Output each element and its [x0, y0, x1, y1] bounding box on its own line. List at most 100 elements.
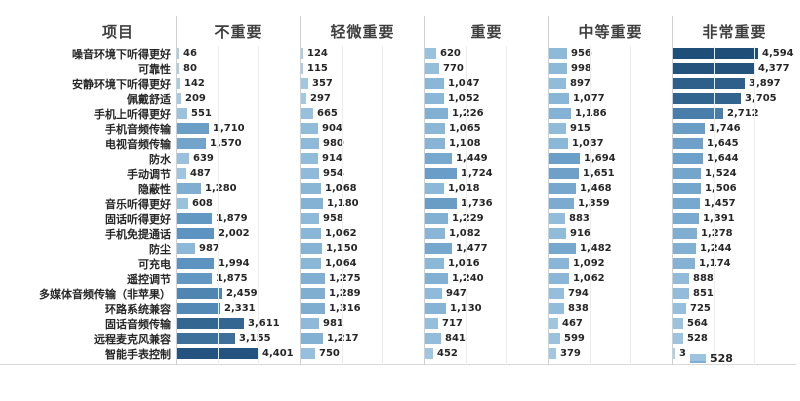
bar-value: 551 — [191, 108, 212, 119]
bar-value: 1,506 — [705, 183, 737, 194]
bar-row: 998 — [549, 61, 672, 76]
bar-value: 528 — [687, 333, 708, 344]
bar-value: 1,077 — [573, 93, 605, 104]
bar-row: 1,244 — [673, 241, 796, 256]
bar-row: 80 — [177, 61, 300, 76]
column-header: 中等重要 — [578, 22, 643, 41]
bar-row: 794 — [549, 286, 672, 301]
bar — [177, 48, 179, 59]
bar-row: 981 — [301, 316, 424, 331]
gridline — [258, 46, 260, 365]
bar — [549, 183, 576, 194]
bar-row: 838 — [549, 301, 672, 316]
bar — [177, 63, 179, 74]
bar-value: 1,226 — [452, 108, 484, 119]
bar — [425, 78, 444, 89]
panel-中等重要: 中等重要 956 998 897 1,077 1,186 915 1,037 1,694 1,65… — [548, 16, 672, 365]
bar-value: 883 — [569, 213, 590, 224]
label-row: 手机上听得更好 — [0, 106, 176, 121]
bar-value: 1,710 — [213, 123, 245, 134]
bar-value: 1,746 — [709, 123, 741, 134]
bar — [425, 228, 445, 239]
gridline — [382, 46, 384, 365]
bar — [425, 93, 444, 104]
row-label: 噪音环境下听得更好 — [72, 47, 171, 61]
bar — [177, 243, 195, 254]
gridline — [465, 46, 467, 365]
bar — [549, 93, 569, 104]
bar — [673, 258, 695, 269]
bar — [177, 108, 187, 119]
bar-value: 1,449 — [456, 153, 488, 164]
bar-value: 639 — [193, 153, 214, 164]
bar — [549, 153, 580, 164]
bar-value: 1,186 — [575, 108, 607, 119]
bar-value: 620 — [440, 48, 461, 59]
bar-value: 1,068 — [325, 183, 357, 194]
row-label: 遥控调节 — [127, 272, 171, 286]
bar-row: 956 — [549, 46, 672, 61]
label-row: 佩戴舒适 — [0, 91, 176, 106]
label-row: 固话音频传输 — [0, 316, 176, 331]
bar-row: 1,240 — [425, 271, 548, 286]
bar — [673, 198, 700, 209]
bar-row: 1,092 — [549, 256, 672, 271]
bar-value: 1,736 — [461, 198, 493, 209]
bar-value: 3,155 — [239, 333, 271, 344]
bar-row: 1,065 — [425, 121, 548, 136]
bar-row: 4,377 — [673, 61, 796, 76]
bar-value: 3,611 — [248, 318, 280, 329]
gridline — [506, 46, 508, 365]
bar-row: 1,710 — [177, 121, 300, 136]
bar-row: 3,611 — [177, 316, 300, 331]
bar — [177, 318, 244, 329]
bar — [177, 303, 220, 314]
bar-row: 1,644 — [673, 151, 796, 166]
bar-value: 794 — [568, 288, 589, 299]
bar-value: 1,240 — [452, 273, 484, 284]
row-label: 防尘 — [149, 242, 171, 256]
bar — [177, 123, 209, 134]
label-row: 固话听得更好 — [0, 211, 176, 226]
bar-row: 1,082 — [425, 226, 548, 241]
bar-row: 3,705 — [673, 91, 796, 106]
bar — [301, 138, 319, 149]
label-row: 远程麦克风兼容 — [0, 331, 176, 346]
bar-value: 1,229 — [452, 213, 484, 224]
bar — [549, 288, 564, 299]
floating-annotation-value: 528 — [710, 352, 733, 365]
bar-row: 487 — [177, 166, 300, 181]
row-label: 远程麦克风兼容 — [94, 332, 171, 346]
gridline — [630, 46, 632, 365]
panel-bars: 124 115 357 297 665 904 980 914 954 1,068 1,180 958… — [301, 46, 424, 365]
bar-value: 46 — [183, 48, 197, 59]
bar — [177, 348, 258, 359]
bar-row: 665 — [301, 106, 424, 121]
column-header: 轻微重要 — [330, 22, 395, 41]
bar-value: 608 — [192, 198, 213, 209]
bar — [177, 273, 212, 284]
bar-value: 980 — [323, 138, 344, 149]
label-row: 手动调节 — [0, 166, 176, 181]
bar-value: 1,724 — [461, 168, 493, 179]
floating-annotation: 528 — [690, 352, 733, 365]
bar-row: 1,724 — [425, 166, 548, 181]
bar-value: 1,391 — [703, 213, 735, 224]
bar-value: 1,180 — [327, 198, 359, 209]
bar-row: 1,064 — [301, 256, 424, 271]
bar — [549, 273, 569, 284]
bar — [549, 228, 566, 239]
bar — [673, 168, 701, 179]
bar-row: 1,694 — [549, 151, 672, 166]
bar-value: 1,278 — [701, 228, 733, 239]
bar-row: 1,449 — [425, 151, 548, 166]
bar-value: 487 — [190, 168, 211, 179]
label-row: 防尘 — [0, 241, 176, 256]
bar-row: 888 — [673, 271, 796, 286]
bar — [301, 123, 318, 134]
label-row: 音乐听得更好 — [0, 196, 176, 211]
panel-不重要: 不重要 46 80 142 209 551 1,710 1,570 639 487 1,280 608… — [176, 16, 300, 365]
bar-row: 1,477 — [425, 241, 548, 256]
bar-row: 4,401 — [177, 346, 300, 361]
